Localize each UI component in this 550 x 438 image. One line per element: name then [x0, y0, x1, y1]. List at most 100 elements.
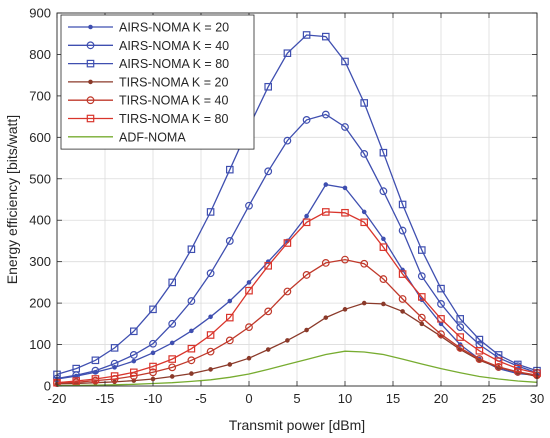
- data-point: [150, 376, 156, 382]
- data-point: [342, 185, 348, 191]
- data-point: [72, 364, 81, 373]
- y-tick-label: 300: [29, 254, 51, 269]
- data-point: [456, 343, 465, 352]
- data-point: [187, 344, 196, 353]
- data-point: [323, 315, 329, 320]
- data-point: [494, 357, 503, 365]
- data-point: [187, 356, 196, 365]
- data-point: [494, 363, 503, 371]
- legend-marker: [88, 24, 93, 30]
- data-point: [283, 136, 292, 145]
- data-point: [245, 286, 253, 295]
- legend-label: AIRS-NOMA K = 80: [119, 57, 229, 71]
- data-point: [130, 327, 138, 336]
- data-point: [226, 313, 234, 322]
- data-point: [208, 314, 213, 320]
- data-point: [341, 57, 349, 66]
- legend-label: ADF-NOMA: [119, 130, 186, 144]
- x-tick-label: 25: [482, 391, 496, 406]
- data-point: [91, 356, 100, 365]
- data-point: [475, 346, 484, 355]
- y-tick-label: 700: [29, 88, 51, 103]
- data-point: [379, 275, 388, 283]
- data-point: [149, 362, 157, 371]
- data-point: [513, 360, 522, 369]
- y-tick-label: 500: [29, 171, 51, 186]
- data-point: [227, 362, 233, 367]
- data-point: [322, 208, 330, 216]
- legend-marker: [88, 79, 93, 85]
- data-point: [283, 287, 292, 296]
- data-point: [456, 315, 465, 323]
- legend-item: AIRS-NOMA K = 40: [68, 39, 229, 53]
- data-point: [225, 336, 234, 345]
- data-point: [302, 116, 311, 124]
- legend-item: TIRS-NOMA K = 40: [68, 94, 228, 108]
- data-point: [513, 364, 522, 373]
- data-point: [264, 262, 273, 270]
- data-point: [475, 355, 484, 363]
- x-tick-label: -5: [195, 391, 207, 406]
- data-point: [341, 255, 349, 264]
- data-point: [323, 182, 329, 187]
- data-point: [189, 371, 194, 376]
- data-point: [206, 331, 215, 339]
- x-axis-title: Transmit power [dBm]: [229, 417, 365, 433]
- data-point: [285, 338, 290, 343]
- data-point: [91, 366, 100, 375]
- data-point: [456, 323, 465, 332]
- data-point: [456, 333, 465, 341]
- plot-frame: [56, 12, 538, 387]
- data-point: [379, 148, 388, 157]
- data-point: [361, 209, 367, 215]
- legend-label: TIRS-NOMA K = 40: [119, 94, 228, 108]
- data-point: [360, 259, 369, 268]
- legend-item: AIRS-NOMA K = 20: [68, 21, 229, 35]
- data-point: [360, 99, 369, 107]
- data-point: [206, 269, 215, 278]
- data-point: [417, 313, 426, 322]
- data-point: [187, 297, 196, 305]
- data-point: [437, 284, 445, 293]
- data-point: [302, 218, 311, 227]
- legend: AIRS-NOMA K = 20 AIRS-NOMA K = 40 AIRS-NOM…: [60, 14, 255, 150]
- data-point: [131, 358, 137, 364]
- data-point: [264, 307, 273, 316]
- data-point: [321, 259, 330, 267]
- legend-item: TIRS-NOMA K = 20: [68, 75, 228, 89]
- data-point: [381, 236, 386, 242]
- data-point: [283, 49, 292, 58]
- data-point: [379, 187, 388, 196]
- data-point: [168, 355, 177, 363]
- x-tick-label: 5: [293, 391, 300, 406]
- legend-item: TIRS-NOMA K = 80: [68, 112, 228, 126]
- data-point: [398, 295, 407, 303]
- data-point: [246, 355, 252, 361]
- y-tick-label: 600: [29, 130, 51, 145]
- data-point: [321, 110, 330, 119]
- data-point: [189, 328, 194, 334]
- data-point: [150, 350, 156, 356]
- data-point: [418, 246, 426, 254]
- data-point: [245, 323, 253, 332]
- data-point: [169, 374, 175, 379]
- data-point: [381, 301, 386, 307]
- data-point: [149, 339, 157, 348]
- legend-label: TIRS-NOMA K = 20: [119, 75, 228, 89]
- data-point: [342, 307, 348, 312]
- data-point: [225, 237, 234, 245]
- x-tick-label: -20: [48, 391, 67, 406]
- data-point: [206, 347, 215, 356]
- data-point: [398, 270, 407, 278]
- data-point: [110, 372, 119, 380]
- data-point: [264, 167, 273, 176]
- y-tick-label: 800: [29, 47, 51, 62]
- data-point: [304, 213, 309, 219]
- legend-item: AIRS-NOMA K = 80: [68, 57, 229, 71]
- data-point: [437, 330, 445, 339]
- data-point: [360, 150, 369, 158]
- data-point: [246, 280, 252, 285]
- x-tick-label: -15: [96, 391, 115, 406]
- legend-marker: [86, 114, 95, 123]
